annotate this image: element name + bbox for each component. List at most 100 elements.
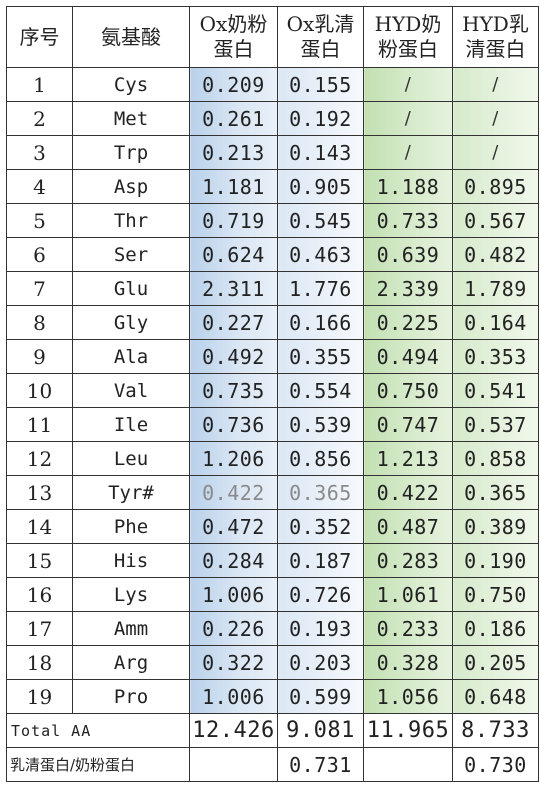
row-ox-milk: 0.213 — [189, 135, 278, 170]
total-ox-milk: 12.426 — [189, 713, 278, 748]
row-ox-whey: 0.187 — [277, 543, 364, 578]
row-ox-milk: 2.311 — [189, 271, 278, 306]
table-row: 1 Cys 0.209 0.155// — [6, 67, 539, 102]
row-amino-acid: Thr — [72, 203, 190, 238]
table-row: 13 Tyr# 0.422 0.365 0.422 0.365 — [6, 475, 539, 510]
row-hyd-whey: 0.648 — [452, 679, 539, 714]
header-ox-milk-line2: 蛋白 — [213, 37, 254, 61]
row-index: 15 — [6, 543, 73, 578]
row-ox-whey: 0.554 — [277, 373, 364, 408]
row-index: 6 — [6, 237, 73, 272]
row-ox-whey: 0.463 — [277, 237, 364, 272]
row-hyd-milk: 0.733 — [363, 203, 453, 238]
header-hyd-milk-line2: 粉蛋白 — [378, 37, 438, 61]
ratio-ox-milk — [189, 747, 278, 782]
total-hyd-milk: 11.965 — [363, 713, 453, 748]
row-hyd-milk: 0.494 — [363, 339, 453, 374]
row-ox-milk: 0.735 — [189, 373, 278, 408]
row-hyd-whey: 0.190 — [452, 543, 539, 578]
row-hyd-milk: 0.487 — [363, 509, 453, 544]
row-ox-whey: 0.599 — [277, 679, 364, 714]
row-ox-whey: 0.193 — [277, 611, 364, 646]
ratio-hyd-whey: 0.730 — [452, 747, 539, 782]
table-row: 17 Amm 0.226 0.193 0.233 0.186 — [6, 611, 539, 646]
header-ox-milk-line1: Ox奶粉 — [199, 12, 268, 36]
row-index: 18 — [6, 645, 73, 680]
row-hyd-milk: / — [363, 101, 453, 136]
table-row: 7 Glu 2.311 1.776 2.339 1.789 — [6, 271, 539, 306]
row-ox-whey: 0.355 — [277, 339, 364, 374]
header-ox-whey-line2: 蛋白 — [300, 37, 341, 61]
row-hyd-milk: 0.328 — [363, 645, 453, 680]
row-ox-milk: 0.227 — [189, 305, 278, 340]
row-ox-milk: 0.261 — [189, 101, 278, 136]
amino-acid-table: 序号 氨基酸 Ox奶粉 蛋白 Ox乳清 蛋白 HYD奶 粉蛋白 HYD乳 清蛋白… — [6, 6, 539, 782]
table-row: 4 Asp 1.181 0.905 1.188 0.895 — [6, 169, 539, 204]
row-ox-whey: 0.143 — [277, 135, 364, 170]
row-hyd-whey: / — [452, 101, 539, 136]
row-ox-whey: 0.726 — [277, 577, 364, 612]
row-hyd-whey: 0.365 — [452, 475, 539, 510]
row-amino-acid: Asp — [72, 169, 190, 204]
table-row: 2 Met 0.261 0.192// — [6, 101, 539, 136]
row-ox-milk: 0.492 — [189, 339, 278, 374]
header-hyd-milk: HYD奶 粉蛋白 — [363, 6, 453, 68]
row-index: 8 — [6, 305, 73, 340]
row-hyd-whey: / — [452, 135, 539, 170]
row-index: 4 — [6, 169, 73, 204]
row-ox-whey: 0.155 — [277, 67, 364, 102]
table-row: 18 Arg 0.322 0.203 0.328 0.205 — [6, 645, 539, 680]
row-amino-acid: Ile — [72, 407, 190, 442]
row-ox-milk: 0.209 — [189, 67, 278, 102]
table-row: 8 Gly 0.227 0.166 0.225 0.164 — [6, 305, 539, 340]
total-label: Total AA — [6, 713, 190, 748]
row-ox-whey: 0.545 — [277, 203, 364, 238]
table-row: 16 Lys 1.006 0.726 1.061 0.750 — [6, 577, 539, 612]
ratio-ox-whey: 0.731 — [277, 747, 364, 782]
row-ox-milk: 0.472 — [189, 509, 278, 544]
table-row: 14 Phe 0.472 0.352 0.487 0.389 — [6, 509, 539, 544]
row-index: 1 — [6, 67, 73, 102]
row-index: 13 — [6, 475, 73, 510]
row-amino-acid: Gly — [72, 305, 190, 340]
row-hyd-milk: / — [363, 67, 453, 102]
row-hyd-milk: 1.213 — [363, 441, 453, 476]
row-hyd-milk: 0.639 — [363, 237, 453, 272]
row-amino-acid: Ala — [72, 339, 190, 374]
header-amino-acid: 氨基酸 — [72, 6, 190, 68]
row-ox-milk: 0.284 — [189, 543, 278, 578]
row-hyd-milk: 2.339 — [363, 271, 453, 306]
row-hyd-milk: 0.750 — [363, 373, 453, 408]
row-ox-whey: 0.856 — [277, 441, 364, 476]
row-index: 7 — [6, 271, 73, 306]
row-amino-acid: Met — [72, 101, 190, 136]
table-row: 12 Leu 1.206 0.856 1.213 0.858 — [6, 441, 539, 476]
row-hyd-whey: 0.353 — [452, 339, 539, 374]
row-hyd-milk: 0.747 — [363, 407, 453, 442]
row-ox-milk: 1.206 — [189, 441, 278, 476]
row-hyd-whey: 0.186 — [452, 611, 539, 646]
row-ox-whey: 0.539 — [277, 407, 364, 442]
row-hyd-milk: 1.188 — [363, 169, 453, 204]
table-row: 15 His 0.284 0.187 0.283 0.190 — [6, 543, 539, 578]
row-index: 5 — [6, 203, 73, 238]
row-index: 16 — [6, 577, 73, 612]
table-row: 9 Ala 0.492 0.355 0.494 0.353 — [6, 339, 539, 374]
row-hyd-milk: 0.233 — [363, 611, 453, 646]
row-index: 14 — [6, 509, 73, 544]
header-ox-whey-line1: Ox乳清 — [286, 12, 355, 36]
table-row: 19 Pro 1.006 0.599 1.056 0.648 — [6, 679, 539, 714]
row-amino-acid: Pro — [72, 679, 190, 714]
row-ox-milk: 1.181 — [189, 169, 278, 204]
row-ox-milk: 0.322 — [189, 645, 278, 680]
row-amino-acid: Trp — [72, 135, 190, 170]
row-ox-milk: 0.624 — [189, 237, 278, 272]
row-hyd-milk: 0.422 — [363, 475, 453, 510]
row-hyd-whey: / — [452, 67, 539, 102]
row-ox-milk: 1.006 — [189, 577, 278, 612]
row-hyd-whey: 0.537 — [452, 407, 539, 442]
row-amino-acid: Ser — [72, 237, 190, 272]
table-row: 6 Ser 0.624 0.463 0.639 0.482 — [6, 237, 539, 272]
row-ox-whey: 0.192 — [277, 101, 364, 136]
row-ox-milk: 1.006 — [189, 679, 278, 714]
